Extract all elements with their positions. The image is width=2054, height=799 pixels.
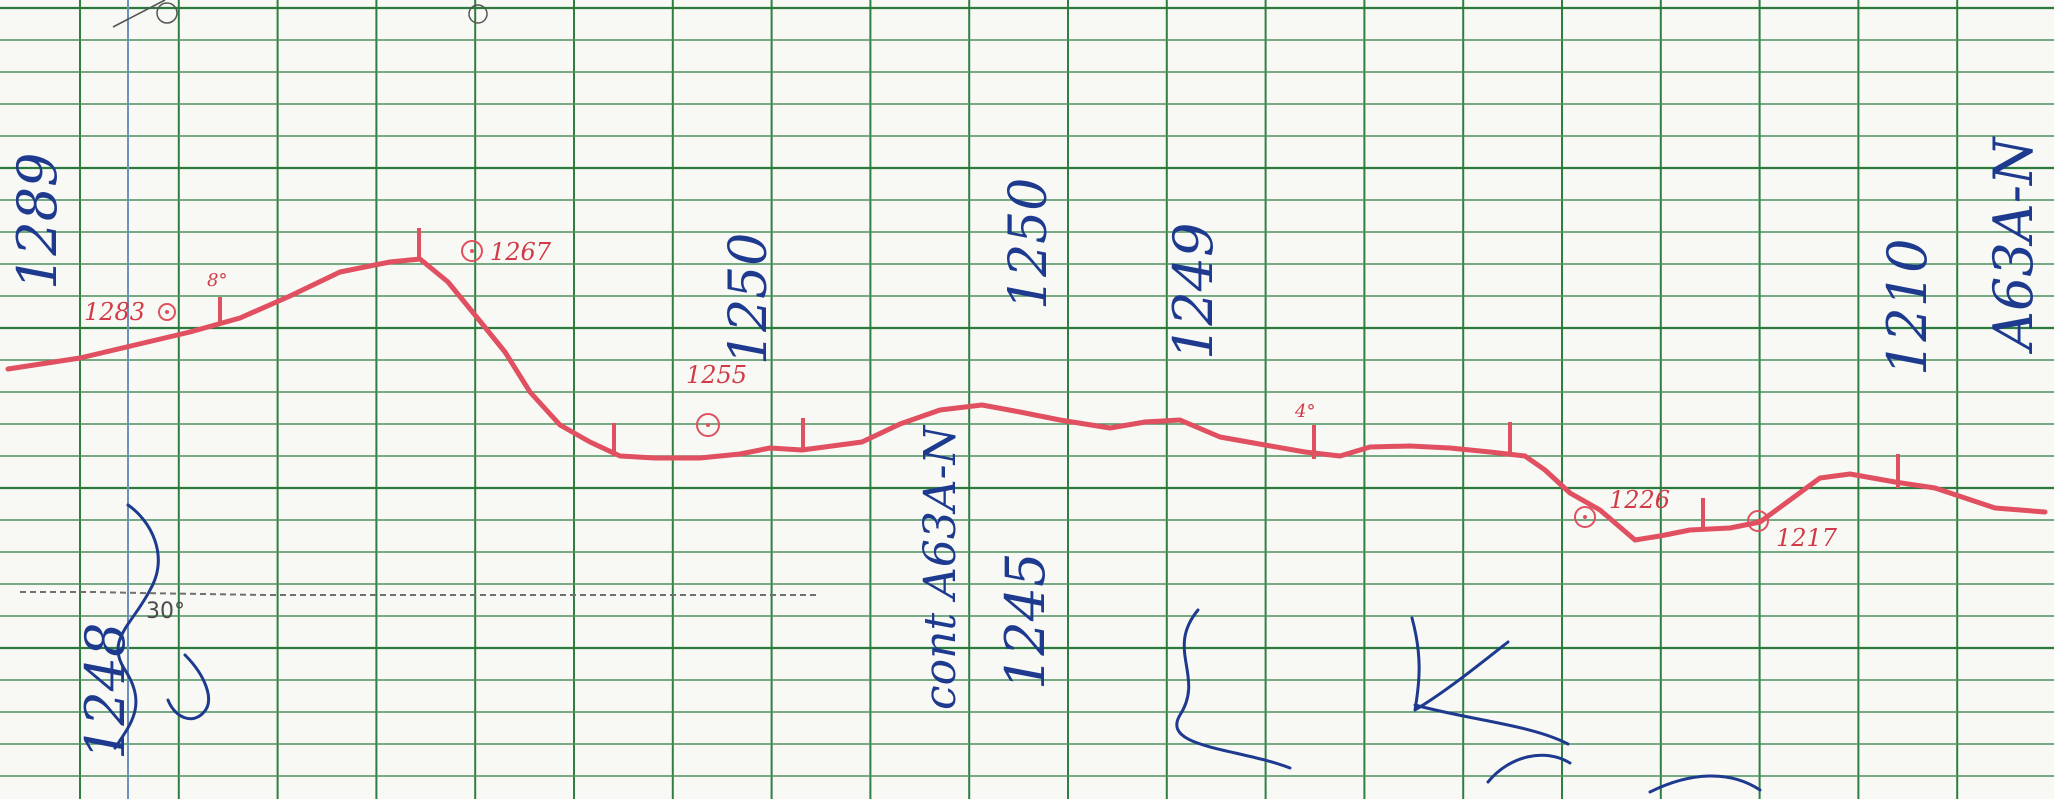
mid-elevation-dot — [706, 423, 710, 427]
mid-label-b: 1250 — [999, 178, 1059, 310]
right-elevation-label-2: 1217 — [1776, 524, 1838, 552]
profile-ticks — [218, 228, 1900, 529]
right-scribble-2 — [1648, 774, 1762, 794]
blue-scribbles — [113, 503, 1762, 794]
right-elevation-marker-1 — [1574, 506, 1596, 528]
pencil-mark — [112, 0, 166, 28]
left-elevation-dot — [165, 310, 169, 314]
center-scribble-2 — [1410, 616, 1510, 712]
mid-elevation-marker — [696, 413, 720, 437]
mid-label-c: cont A63A-N — [915, 424, 966, 710]
pencil-circle-1 — [156, 2, 178, 24]
mid-label-e: 1249 — [1162, 223, 1225, 360]
angle-label-right: 4° — [1294, 401, 1315, 422]
mid-label-d: 1245 — [994, 553, 1057, 690]
mid-label-a: 1250 — [719, 233, 779, 365]
right-label-a: 1210 — [1876, 239, 1939, 376]
peak-elevation-dot — [470, 249, 474, 253]
right-elevation-dot-2 — [1756, 519, 1760, 523]
angle-label-left: 8° — [207, 270, 227, 291]
left-vertical-label: 1289 — [6, 153, 69, 290]
right-scribble — [1486, 753, 1572, 784]
right-elevation-label-1: 1226 — [1609, 486, 1670, 514]
peak-elevation-marker — [461, 240, 483, 262]
left-scribble-2 — [166, 653, 210, 721]
profile-line — [5, 256, 2048, 543]
left-bottom-label: 1248 — [74, 623, 137, 760]
red-annotations: 1283 1267 1255 1226 1217 8° 4° — [84, 238, 1838, 552]
right-elevation-marker-2 — [1747, 510, 1769, 532]
left-elevation-label: 1283 — [84, 298, 145, 326]
pencil-dash-line — [20, 591, 820, 596]
pencil-circle-2 — [468, 4, 488, 24]
pencil-annotations: 30° — [20, 0, 820, 624]
blue-annotations: 1289 1248 1250 1250 cont A63A-N 1245 124… — [6, 136, 2045, 760]
peak-elevation-label: 1267 — [490, 238, 552, 266]
right-elevation-dot-1 — [1583, 515, 1587, 519]
right-label-b: A63A-N — [1982, 136, 2045, 355]
center-scribble — [1175, 608, 1292, 770]
left-elevation-marker — [158, 303, 176, 321]
gray-angle-label: 30° — [146, 599, 185, 624]
mid-elevation-label: 1255 — [686, 361, 747, 389]
center-scribble-3 — [1413, 703, 1570, 746]
left-scribble — [113, 503, 160, 750]
